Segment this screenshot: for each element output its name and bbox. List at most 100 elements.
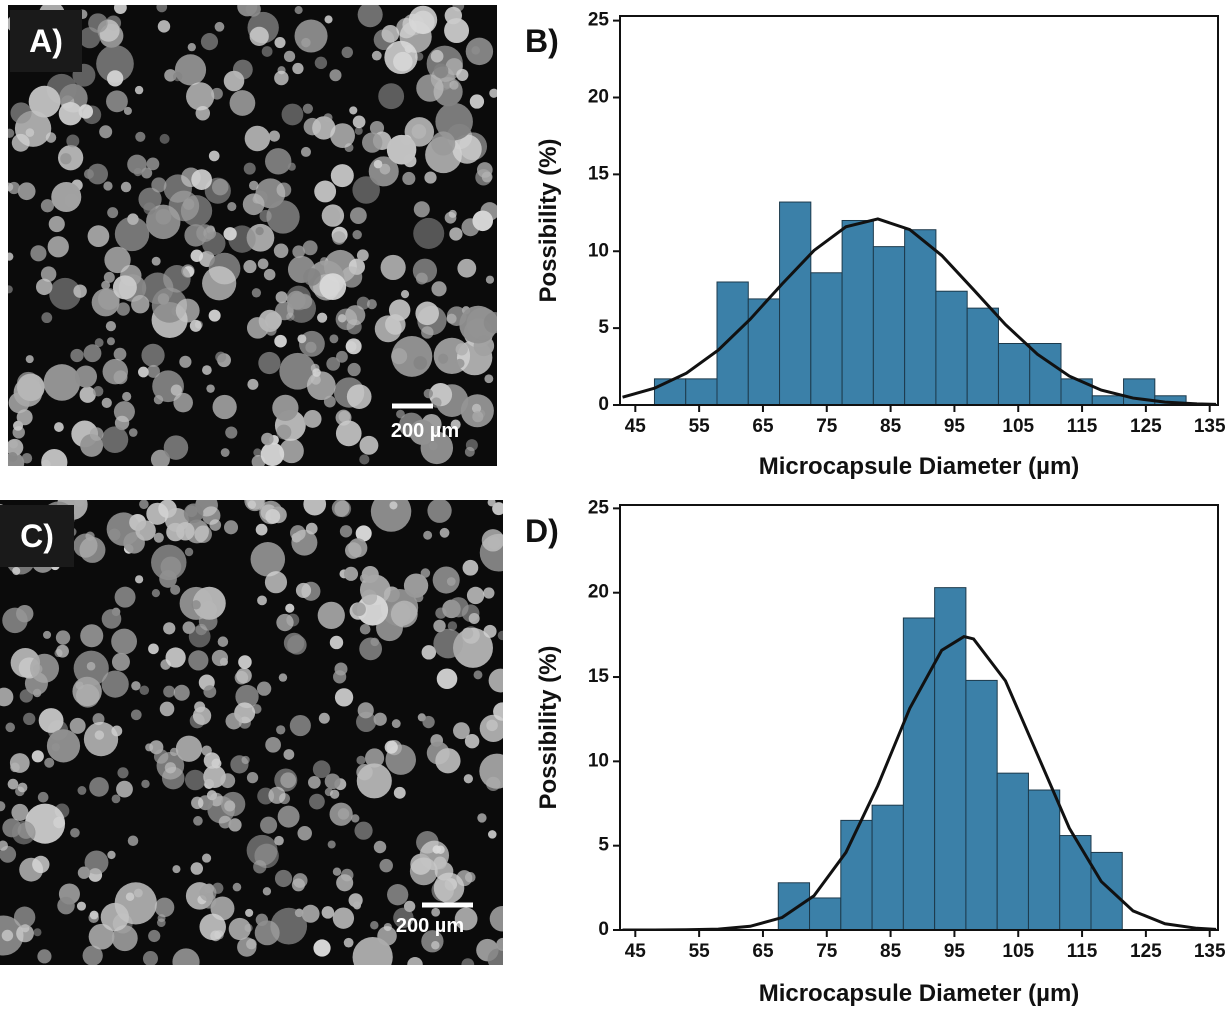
particle bbox=[11, 803, 29, 821]
particle bbox=[49, 277, 82, 310]
particle bbox=[354, 821, 373, 840]
particle bbox=[87, 163, 109, 185]
particle bbox=[170, 584, 181, 595]
particle bbox=[403, 573, 429, 598]
particle bbox=[444, 6, 463, 25]
particle bbox=[108, 528, 121, 541]
particle bbox=[484, 374, 494, 384]
particle bbox=[76, 901, 86, 911]
particle bbox=[229, 90, 256, 116]
particle bbox=[335, 420, 362, 447]
particle bbox=[454, 907, 478, 931]
particle bbox=[84, 850, 109, 875]
particle bbox=[248, 180, 259, 191]
particle bbox=[131, 295, 150, 314]
x-tick-label: 105 bbox=[1002, 941, 1034, 962]
particle bbox=[70, 827, 80, 838]
particle bbox=[138, 366, 149, 378]
particle bbox=[225, 426, 238, 439]
particle bbox=[448, 597, 469, 618]
fit-curve bbox=[622, 634, 1217, 930]
particle bbox=[423, 388, 433, 399]
particle bbox=[283, 50, 296, 62]
particle bbox=[479, 714, 503, 743]
x-tick-label: 135 bbox=[1194, 941, 1226, 962]
particle bbox=[30, 653, 60, 683]
particle bbox=[246, 938, 257, 950]
particle bbox=[203, 765, 226, 788]
particle bbox=[276, 613, 294, 632]
particle bbox=[57, 896, 75, 915]
particle bbox=[228, 818, 242, 832]
particle bbox=[346, 384, 372, 409]
particle bbox=[266, 200, 300, 234]
x-tick-label: 135 bbox=[1194, 416, 1226, 437]
particle bbox=[370, 921, 379, 930]
particle bbox=[265, 508, 281, 524]
particle bbox=[291, 532, 302, 543]
particle bbox=[337, 314, 347, 323]
particle bbox=[461, 627, 474, 640]
particle bbox=[336, 350, 348, 363]
particle bbox=[133, 167, 143, 177]
particle bbox=[378, 83, 405, 110]
particle bbox=[206, 790, 218, 801]
particle bbox=[139, 500, 149, 510]
particle bbox=[208, 150, 220, 162]
particle bbox=[78, 104, 94, 119]
particle bbox=[409, 857, 438, 886]
particle bbox=[354, 126, 363, 135]
y-axis-title: Possibility (%) bbox=[535, 138, 562, 302]
particle bbox=[74, 365, 98, 388]
particle bbox=[116, 302, 130, 316]
particle bbox=[329, 789, 340, 799]
particle bbox=[423, 530, 433, 540]
histogram-bar bbox=[685, 378, 718, 405]
histogram-bar bbox=[965, 679, 998, 930]
x-tick-label: 105 bbox=[1002, 416, 1034, 437]
plot-frame bbox=[619, 504, 1219, 931]
particle bbox=[427, 500, 452, 523]
y-tick-label: 10 bbox=[588, 240, 609, 261]
particle bbox=[455, 358, 465, 369]
particle bbox=[172, 71, 183, 82]
particle bbox=[373, 159, 383, 169]
particle bbox=[292, 245, 306, 259]
particle bbox=[80, 624, 104, 648]
particle bbox=[350, 814, 360, 823]
x-axis-title: Microcapsule Diameter (µm) bbox=[759, 453, 1080, 480]
particle bbox=[227, 202, 237, 212]
x-tick-label: 45 bbox=[625, 941, 647, 962]
particle bbox=[488, 668, 503, 693]
x-tick-label: 115 bbox=[1067, 941, 1098, 962]
particle bbox=[385, 314, 406, 335]
particle bbox=[156, 5, 168, 13]
particle bbox=[256, 681, 272, 696]
particle bbox=[142, 951, 159, 965]
particle bbox=[73, 533, 98, 558]
particle bbox=[204, 883, 215, 894]
particle bbox=[241, 755, 250, 765]
particle bbox=[103, 181, 113, 191]
particle bbox=[104, 246, 131, 274]
particle bbox=[249, 26, 269, 47]
particle bbox=[146, 502, 169, 525]
particle bbox=[361, 565, 379, 584]
particle bbox=[56, 644, 69, 658]
particle bbox=[412, 258, 438, 283]
particle bbox=[159, 133, 170, 144]
particle bbox=[345, 338, 362, 355]
particle bbox=[446, 313, 457, 324]
particle bbox=[200, 33, 219, 51]
particle bbox=[151, 256, 161, 266]
particle bbox=[23, 712, 36, 726]
particle bbox=[416, 74, 444, 102]
x-tick-label: 45 bbox=[625, 416, 647, 437]
particle bbox=[31, 750, 44, 763]
particle bbox=[262, 887, 272, 896]
particle bbox=[332, 907, 355, 929]
particle bbox=[255, 523, 268, 536]
particle bbox=[79, 386, 96, 403]
particle bbox=[134, 85, 144, 95]
particle bbox=[327, 840, 336, 849]
